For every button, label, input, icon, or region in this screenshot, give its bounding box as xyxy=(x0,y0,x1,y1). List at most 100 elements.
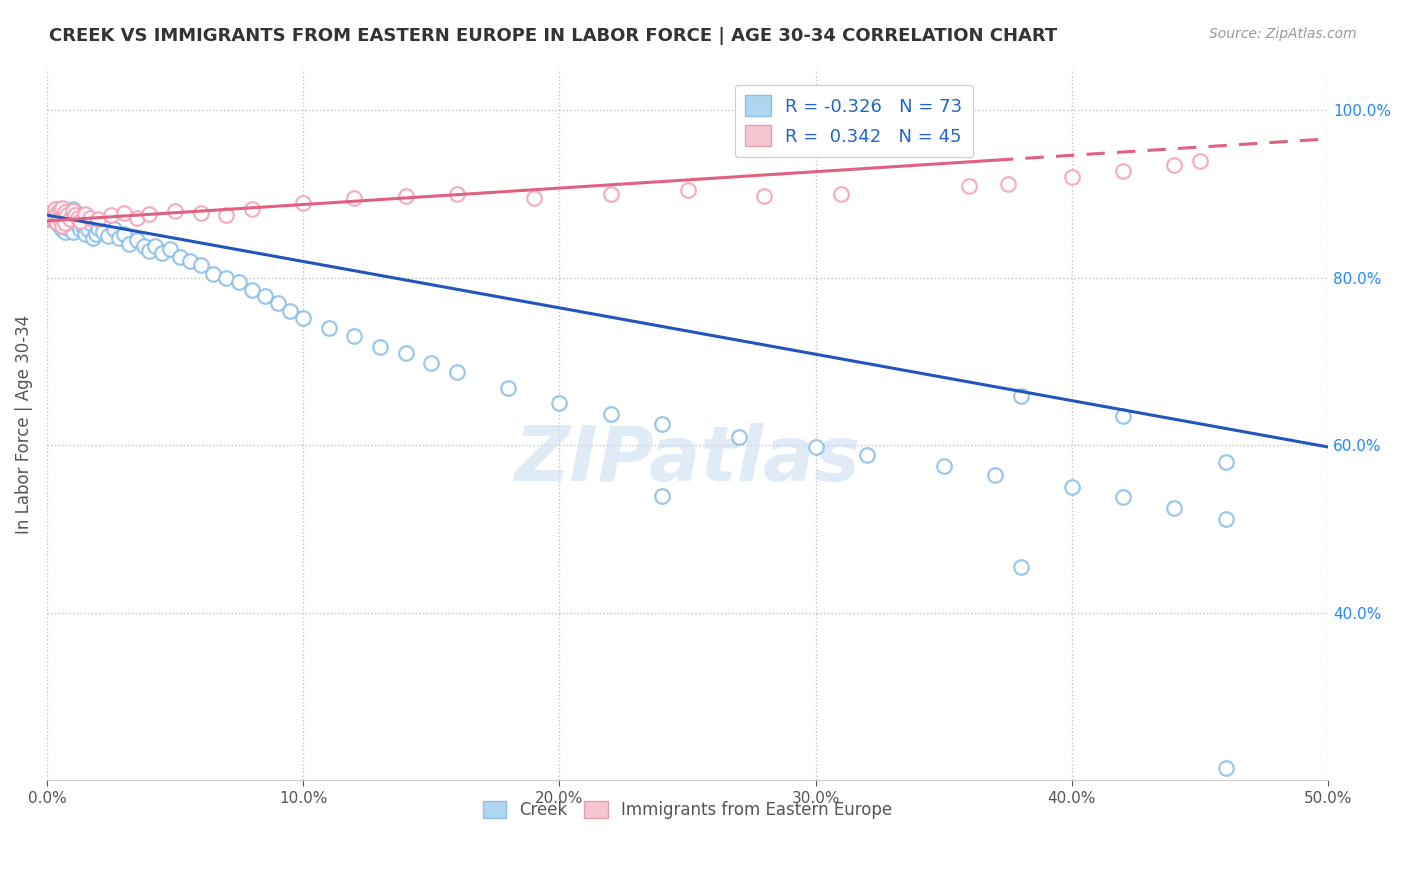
Point xyxy=(56,220,79,235)
Point xyxy=(112,227,135,242)
Point xyxy=(1112,409,1135,423)
Point xyxy=(318,321,340,335)
Point xyxy=(97,229,120,244)
Point xyxy=(44,214,66,228)
Point xyxy=(253,289,276,303)
Point xyxy=(138,207,160,221)
Point xyxy=(190,258,212,272)
Point xyxy=(1163,158,1185,172)
Point xyxy=(134,239,156,253)
Point xyxy=(51,222,73,236)
Text: ZIPatlas: ZIPatlas xyxy=(515,423,860,497)
Point xyxy=(79,211,101,225)
Point xyxy=(59,211,82,226)
Point xyxy=(138,244,160,258)
Point xyxy=(66,207,89,221)
Point xyxy=(72,219,94,233)
Point xyxy=(754,189,776,203)
Point xyxy=(44,202,66,217)
Point xyxy=(48,202,70,217)
Point xyxy=(53,216,76,230)
Point xyxy=(48,219,70,233)
Point xyxy=(41,205,63,219)
Point xyxy=(651,489,673,503)
Point xyxy=(240,284,263,298)
Point xyxy=(548,396,571,410)
Point xyxy=(651,417,673,432)
Point xyxy=(190,205,212,219)
Point xyxy=(69,214,91,228)
Point xyxy=(44,214,66,228)
Point xyxy=(997,177,1019,191)
Point xyxy=(51,201,73,215)
Point xyxy=(496,381,519,395)
Point xyxy=(1060,480,1083,494)
Point xyxy=(53,204,76,219)
Point xyxy=(1163,501,1185,516)
Point xyxy=(395,189,418,203)
Point xyxy=(446,365,468,379)
Point xyxy=(143,239,166,253)
Point xyxy=(343,191,366,205)
Point xyxy=(41,211,63,225)
Point xyxy=(804,440,827,454)
Point xyxy=(125,211,148,225)
Point xyxy=(103,222,125,236)
Point xyxy=(1112,163,1135,178)
Point xyxy=(44,211,66,225)
Point xyxy=(1010,559,1032,574)
Point xyxy=(179,254,201,268)
Point xyxy=(957,178,980,193)
Point xyxy=(215,208,238,222)
Point xyxy=(53,225,76,239)
Point xyxy=(46,202,69,217)
Point xyxy=(100,208,122,222)
Point xyxy=(523,191,546,205)
Point xyxy=(228,275,250,289)
Point xyxy=(1188,153,1211,168)
Point xyxy=(932,459,955,474)
Point xyxy=(599,407,621,421)
Point xyxy=(599,187,621,202)
Point xyxy=(1060,170,1083,185)
Point xyxy=(159,242,181,256)
Point xyxy=(38,208,60,222)
Point xyxy=(1215,761,1237,775)
Point xyxy=(87,212,110,227)
Point xyxy=(984,467,1007,482)
Point xyxy=(1112,490,1135,504)
Point xyxy=(87,220,110,235)
Point xyxy=(107,230,129,244)
Point xyxy=(38,212,60,227)
Point xyxy=(62,225,84,239)
Point xyxy=(46,216,69,230)
Point xyxy=(48,212,70,227)
Point xyxy=(112,205,135,219)
Text: CREEK VS IMMIGRANTS FROM EASTERN EUROPE IN LABOR FORCE | AGE 30-34 CORRELATION C: CREEK VS IMMIGRANTS FROM EASTERN EUROPE … xyxy=(49,27,1057,45)
Point xyxy=(48,203,70,218)
Point xyxy=(240,202,263,217)
Point xyxy=(150,245,173,260)
Point xyxy=(420,356,443,370)
Point xyxy=(82,230,104,244)
Point xyxy=(395,346,418,360)
Point xyxy=(343,329,366,343)
Point xyxy=(278,304,301,318)
Point xyxy=(1215,455,1237,469)
Y-axis label: In Labor Force | Age 30-34: In Labor Force | Age 30-34 xyxy=(15,315,32,534)
Point xyxy=(63,208,86,222)
Point xyxy=(62,203,84,218)
Point xyxy=(75,212,97,227)
Text: Source: ZipAtlas.com: Source: ZipAtlas.com xyxy=(1209,27,1357,41)
Point xyxy=(66,211,89,225)
Point xyxy=(169,250,191,264)
Point xyxy=(125,233,148,247)
Point xyxy=(79,216,101,230)
Point xyxy=(266,296,288,310)
Point xyxy=(69,222,91,236)
Point xyxy=(368,339,391,353)
Point xyxy=(856,449,879,463)
Point xyxy=(163,203,186,218)
Point xyxy=(91,225,114,239)
Point xyxy=(292,311,315,326)
